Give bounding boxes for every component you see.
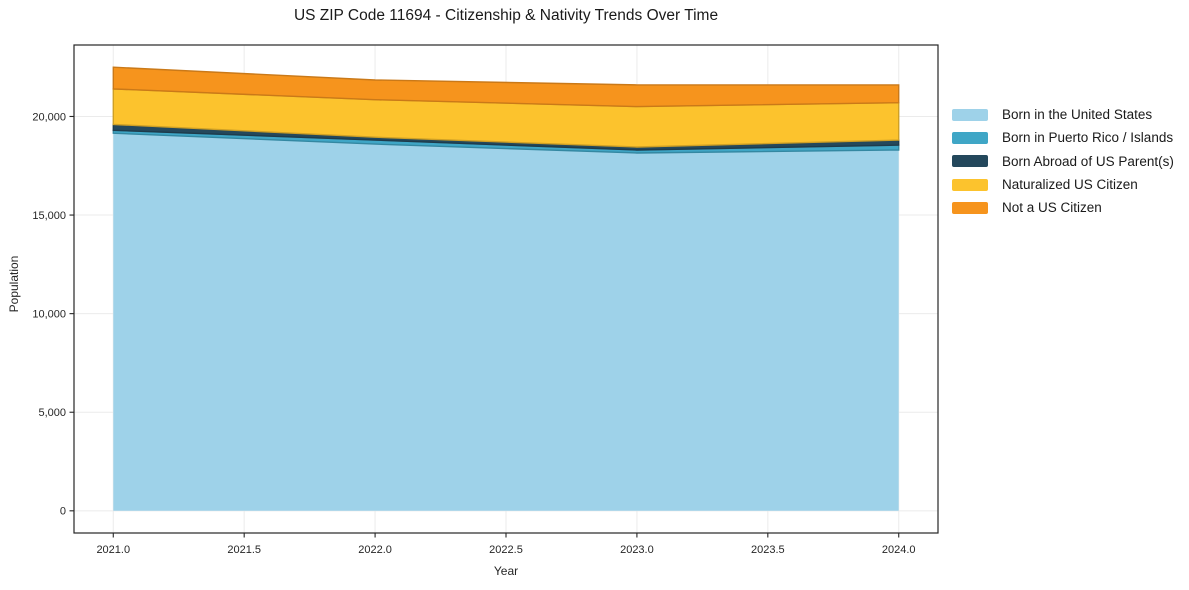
x-tick-label: 2023.0 [620, 544, 654, 556]
legend-label: Born Abroad of US Parent(s) [1002, 153, 1174, 169]
legend: Born in the United States Born in Puerto … [952, 103, 1174, 219]
legend-swatch [952, 201, 988, 214]
chart-title: US ZIP Code 11694 - Citizenship & Nativi… [293, 7, 719, 24]
x-tick-label: 2021.0 [96, 544, 130, 556]
y-tick-label: 0 [60, 506, 66, 518]
legend-label: Born in the United States [1002, 107, 1153, 123]
legend-label: Born in Puerto Rico / Islands [1002, 130, 1174, 146]
legend-swatch [952, 155, 988, 168]
x-axis-label: Year [493, 564, 519, 578]
legend-label: Not a US Citizen [1002, 200, 1102, 216]
x-tick-label: 2024.0 [882, 544, 916, 556]
legend-label: Naturalized US Citizen [1002, 177, 1138, 193]
legend-item: Not a US Citizen [952, 196, 1174, 219]
legend-item: Born Abroad of US Parent(s) [952, 150, 1174, 173]
x-tick-label: 2022.5 [489, 544, 523, 556]
x-tick-label: 2023.5 [751, 544, 785, 556]
legend-swatch [952, 108, 988, 121]
legend-item: Born in the United States [952, 103, 1174, 126]
legend-item: Naturalized US Citizen [952, 173, 1174, 196]
x-tick-label: 2022.0 [358, 544, 392, 556]
legend-swatch [952, 178, 988, 191]
x-tick-label: 2021.5 [227, 544, 261, 556]
legend-swatch [952, 131, 988, 144]
y-tick-label: 15,000 [32, 210, 66, 222]
y-tick-label: 5,000 [38, 407, 66, 419]
y-axis-label: Population [7, 255, 21, 313]
y-tick-label: 20,000 [32, 111, 66, 123]
area-series-4 [112, 66, 900, 108]
y-tick-label: 10,000 [32, 308, 66, 320]
legend-item: Born in Puerto Rico / Islands [952, 126, 1174, 149]
area-series-0 [113, 133, 899, 511]
